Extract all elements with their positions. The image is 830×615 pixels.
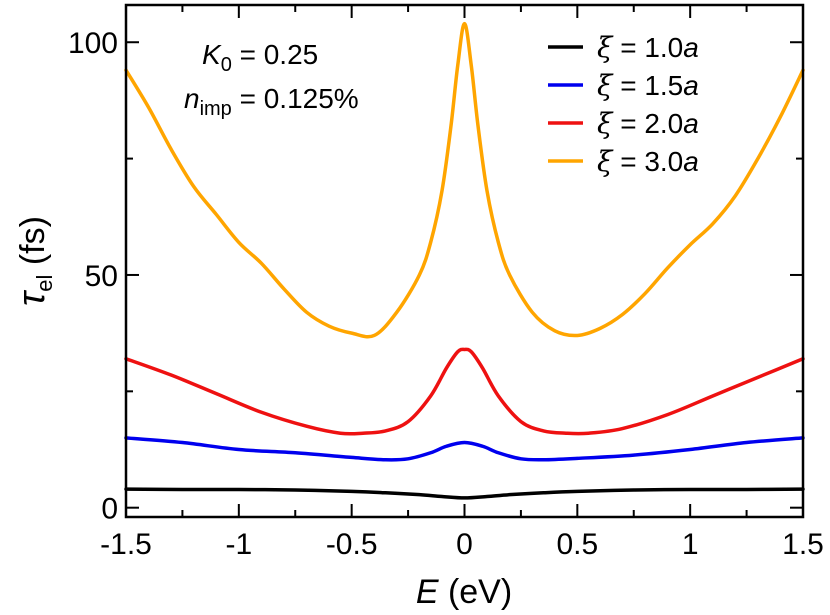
series-line--2-0a — [124, 347, 805, 436]
y-axis-label-space — [14, 265, 52, 274]
annotation-nimp-space — [232, 83, 240, 114]
x-tick-label: 0.5 — [556, 528, 598, 561]
series-line--1-0a — [124, 487, 805, 500]
x-tick-label: -0.5 — [326, 528, 378, 561]
x-tick-label: -1 — [225, 528, 252, 561]
series-line--3-0a — [124, 21, 805, 339]
y-tick-label: 100 — [68, 27, 118, 60]
legend-label-xi-1-5-eq: = 1.5 — [612, 70, 683, 101]
legend-label-xi-2-0-eq: = 2.0 — [612, 108, 683, 139]
svg-text:τel (fs): τel (fs) — [11, 216, 57, 306]
annotation-nimp: nimp = 0.125% — [184, 83, 359, 120]
legend-label-xi-1-0-symbol: ξ — [597, 31, 614, 64]
legend-label-xi-1-5-unit: a — [683, 70, 699, 101]
annotation-k0-var: K — [202, 39, 222, 70]
legend-label-xi-1-0-eq: = 1.0 — [612, 32, 683, 63]
x-axis-label-space — [439, 573, 448, 611]
y-tick-label: 0 — [101, 493, 118, 526]
y-tick-label: 50 — [85, 260, 118, 293]
legend-label-xi-1-5: ξ = 1.5a — [597, 69, 699, 102]
legend: ξ = 1.0a ξ = 1.5a ξ = 2.0a ξ = 3.0a — [548, 31, 699, 178]
x-axis-label-unit: (eV) — [448, 573, 512, 611]
annotation-nimp-value: = 0.125% — [240, 83, 359, 114]
legend-label-xi-1-0-unit: a — [683, 32, 699, 63]
legend-label-xi-2-0-unit: a — [683, 108, 699, 139]
annotation-nimp-var: n — [184, 83, 200, 114]
legend-label-xi-1-0: ξ = 1.0a — [597, 31, 699, 64]
legend-label-xi-3-0-symbol: ξ — [597, 145, 614, 178]
series-layer — [124, 21, 805, 500]
x-axis-label: E (eV) — [416, 573, 512, 611]
annotation-k0-sub: 0 — [221, 54, 232, 76]
series-line--1-5a — [124, 436, 805, 462]
legend-item-xi-1-0: ξ = 1.0a — [548, 31, 699, 64]
legend-label-xi-3-0-eq: = 3.0 — [612, 146, 683, 177]
x-axis-label-var: E — [416, 573, 439, 611]
x-tick-label: 0 — [456, 528, 473, 561]
y-axis-label: τel (fs) — [11, 216, 57, 306]
plot-frame — [124, 3, 805, 519]
legend-item-xi-1-5: ξ = 1.5a — [548, 69, 699, 102]
legend-label-xi-1-5-symbol: ξ — [597, 69, 614, 102]
ticks-layer — [125, 5, 804, 517]
y-axis-label-var: τ — [11, 289, 53, 306]
annotation-k0-value: = 0.25 — [240, 39, 319, 70]
legend-label-xi-3-0: ξ = 3.0a — [597, 145, 699, 178]
y-axis-label-unit: (fs) — [14, 216, 52, 265]
y-axis-label-sub: el — [32, 275, 57, 292]
annotation-nimp-sub: imp — [200, 98, 232, 120]
tick-labels-layer: -1.5 -1 -0.5 0 0.5 1 1.5 0 50 100 — [68, 27, 824, 561]
legend-label-xi-2-0: ξ = 2.0a — [597, 107, 699, 140]
annotation-k0: K0 = 0.25 — [202, 39, 318, 76]
legend-item-xi-3-0: ξ = 3.0a — [548, 145, 699, 178]
legend-label-xi-2-0-symbol: ξ — [597, 107, 614, 140]
legend-label-xi-3-0-unit: a — [683, 146, 699, 177]
x-tick-label: 1.5 — [782, 528, 824, 561]
annotation-k0-space — [232, 39, 240, 70]
x-tick-label: 1 — [682, 528, 699, 561]
x-tick-label: -1.5 — [100, 528, 152, 561]
legend-item-xi-2-0: ξ = 2.0a — [548, 107, 699, 140]
